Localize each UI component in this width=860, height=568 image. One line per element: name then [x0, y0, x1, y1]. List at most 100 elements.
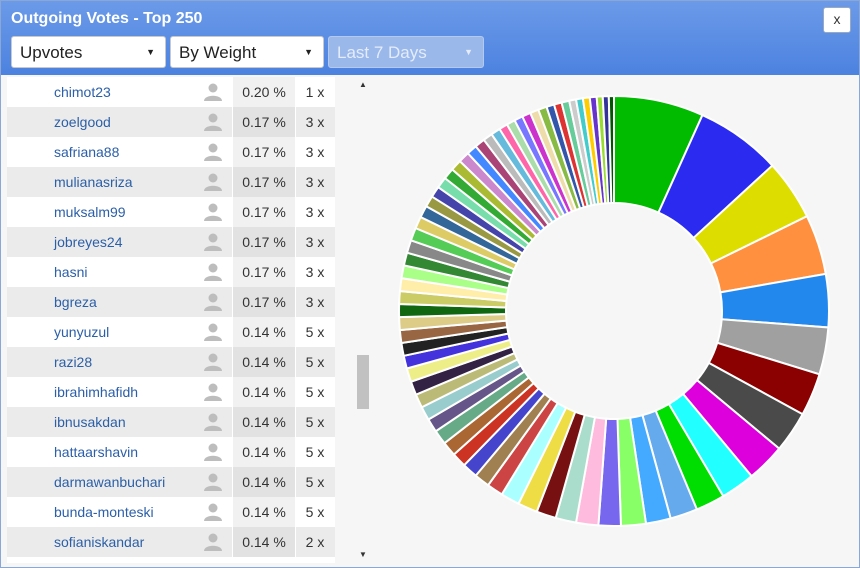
user-icon — [201, 323, 225, 341]
vote-count: 5 x — [305, 504, 325, 520]
user-icon — [201, 503, 225, 521]
voter-name-link[interactable]: bunda-monteski — [54, 504, 154, 520]
user-icon — [201, 233, 225, 251]
vote-count: 3 x — [305, 264, 325, 280]
donut-slice[interactable] — [607, 94, 615, 205]
user-icon — [201, 473, 225, 491]
list-scrollbar[interactable]: ▲ ▼ — [355, 77, 371, 563]
vote-count: 3 x — [305, 204, 325, 220]
user-icon — [201, 353, 225, 371]
vote-percent: 0.14 % — [232, 497, 296, 527]
table-row: bgreza 0.17 % 3 x — [7, 287, 335, 317]
vote-percent: 0.14 % — [232, 317, 296, 347]
vote-count: 5 x — [305, 414, 325, 430]
voter-name-link[interactable]: razi28 — [54, 354, 93, 370]
vote-percent: 0.14 % — [232, 407, 296, 437]
weight-select[interactable]: By Weight ▼ — [170, 36, 324, 68]
voter-name-link[interactable]: hasni — [54, 264, 88, 280]
voter-name-link[interactable]: yunyuzul — [54, 324, 110, 340]
table-row: bunda-monteski 0.14 % 5 x — [7, 497, 335, 527]
vote-count: 3 x — [305, 144, 325, 160]
vote-count: 5 x — [305, 324, 325, 340]
user-icon — [201, 533, 225, 551]
vote-count: 2 x — [305, 534, 325, 550]
user-icon — [201, 143, 225, 161]
voter-name-link[interactable]: darmawanbuchari — [54, 474, 166, 490]
vote-percent: 0.17 % — [232, 287, 296, 317]
table-row: ibnusakdan 0.14 % 5 x — [7, 407, 335, 437]
vote-percent: 0.14 % — [232, 437, 296, 467]
vote-percent: 0.17 % — [232, 227, 296, 257]
vote-percent: 0.17 % — [232, 107, 296, 137]
user-icon — [201, 263, 225, 281]
vote-percent: 0.17 % — [232, 257, 296, 287]
voter-name-link[interactable]: hattaarshavin — [54, 444, 139, 460]
vote-count: 1 x — [305, 84, 325, 100]
user-icon — [201, 83, 225, 101]
user-icon — [201, 293, 225, 311]
voter-name-link[interactable]: bgreza — [54, 294, 97, 310]
user-icon — [201, 173, 225, 191]
table-row: razi28 0.14 % 5 x — [7, 347, 335, 377]
chevron-down-icon: ▼ — [464, 47, 473, 57]
vote-count: 5 x — [305, 474, 325, 490]
dialog-titlebar: Outgoing Votes - Top 250 x Upvotes ▼ By … — [1, 1, 859, 75]
voter-name-link[interactable]: mulianasriza — [54, 174, 133, 190]
voter-table: chimot23 0.20 % 1 x zoelgood 0.17 % 3 x safria… — [7, 77, 335, 557]
table-row: yunyuzul 0.14 % 5 x — [7, 317, 335, 347]
scroll-down-arrow-icon[interactable]: ▼ — [359, 550, 367, 559]
voter-name-link[interactable]: zoelgood — [54, 114, 111, 130]
vote-type-value: Upvotes — [20, 43, 83, 62]
voter-name-link[interactable]: ibrahimhafidh — [54, 384, 139, 400]
voter-list: chimot23 0.20 % 1 x zoelgood 0.17 % 3 x safria… — [7, 77, 335, 563]
table-row: ibrahimhafidh 0.14 % 5 x — [7, 377, 335, 407]
vote-type-select[interactable]: Upvotes ▼ — [11, 36, 166, 68]
voter-name-link[interactable]: muksalm99 — [54, 204, 126, 220]
voter-name-link[interactable]: jobreyes24 — [54, 234, 123, 250]
vote-percent: 0.17 % — [232, 167, 296, 197]
scroll-up-arrow-icon[interactable]: ▲ — [359, 80, 367, 89]
vote-count: 3 x — [305, 234, 325, 250]
chevron-down-icon: ▼ — [304, 47, 313, 57]
vote-count: 5 x — [305, 384, 325, 400]
voter-name-link[interactable]: sofianiskandar — [54, 534, 145, 550]
vote-percent: 0.14 % — [232, 467, 296, 497]
vote-percent: 0.20 % — [232, 77, 296, 107]
vote-count: 3 x — [305, 294, 325, 310]
vote-share-chart — [379, 77, 853, 563]
vote-percent: 0.17 % — [232, 197, 296, 227]
table-row: hattaarshavin 0.14 % 5 x — [7, 437, 335, 467]
scroll-thumb[interactable] — [357, 355, 369, 409]
voter-name-link[interactable]: ibnusakdan — [54, 414, 126, 430]
vote-count: 5 x — [305, 354, 325, 370]
period-value: Last 7 Days — [337, 43, 427, 62]
table-row: sofianiskandar 0.14 % 2 x — [7, 527, 335, 557]
table-row: muksalm99 0.17 % 3 x — [7, 197, 335, 227]
vote-percent: 0.14 % — [232, 527, 296, 557]
table-row: safriana88 0.17 % 3 x — [7, 137, 335, 167]
table-row: jobreyes24 0.17 % 3 x — [7, 227, 335, 257]
table-row: chimot23 0.20 % 1 x — [7, 77, 335, 107]
vote-count: 3 x — [305, 114, 325, 130]
vote-percent: 0.14 % — [232, 347, 296, 377]
table-row: darmawanbuchari 0.14 % 5 x — [7, 467, 335, 497]
weight-value: By Weight — [179, 43, 257, 62]
user-icon — [201, 113, 225, 131]
voter-name-link[interactable]: safriana88 — [54, 144, 120, 160]
close-button[interactable]: x — [823, 7, 851, 33]
chevron-down-icon: ▼ — [146, 47, 155, 57]
user-icon — [201, 203, 225, 221]
vote-count: 3 x — [305, 174, 325, 190]
vote-percent: 0.14 % — [232, 377, 296, 407]
donut-chart-svg — [398, 94, 830, 527]
table-row: mulianasriza 0.17 % 3 x — [7, 167, 335, 197]
voter-name-link[interactable]: chimot23 — [54, 84, 111, 100]
vote-percent: 0.17 % — [232, 137, 296, 167]
table-row: zoelgood 0.17 % 3 x — [7, 107, 335, 137]
user-icon — [201, 443, 225, 461]
period-select: Last 7 Days ▼ — [328, 36, 484, 68]
dialog-title: Outgoing Votes - Top 250 — [11, 10, 203, 27]
vote-count: 5 x — [305, 444, 325, 460]
table-row: hasni 0.17 % 3 x — [7, 257, 335, 287]
